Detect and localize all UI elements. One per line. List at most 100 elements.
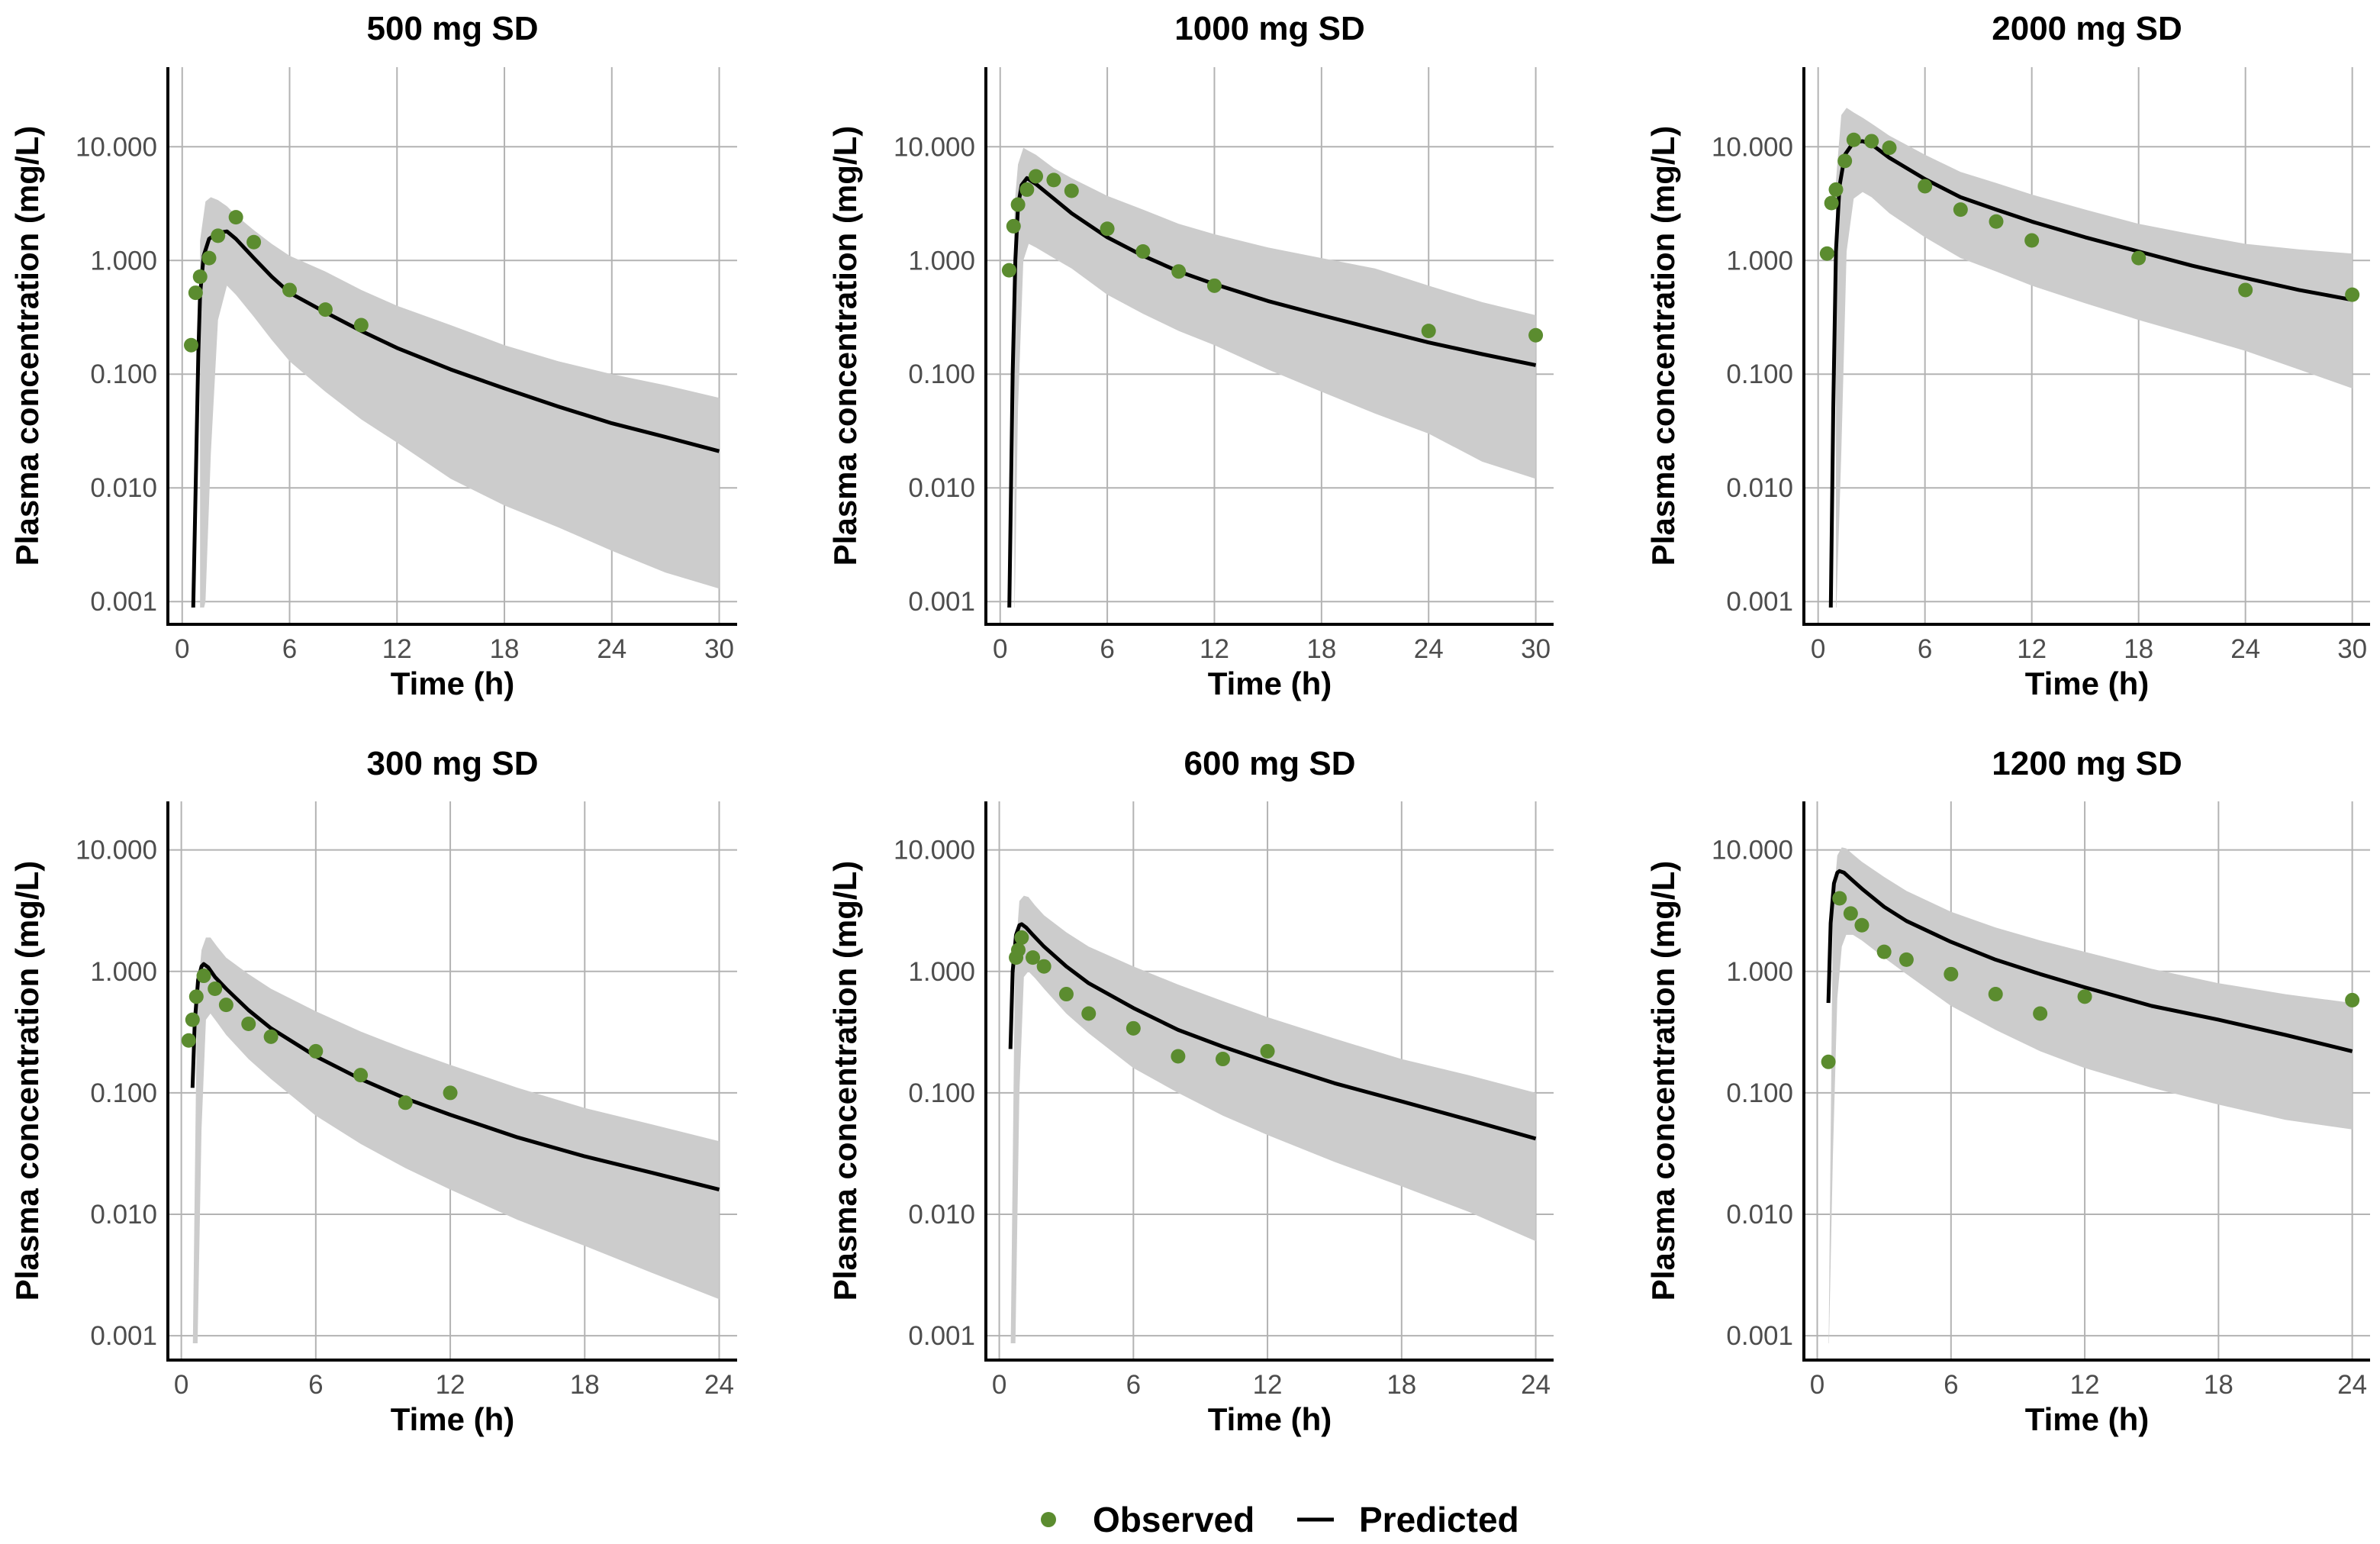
x-axis-title: Time (h) xyxy=(391,1401,515,1437)
x-tick-label: 18 xyxy=(1306,634,1336,664)
observed-point xyxy=(241,1016,256,1031)
observed-point xyxy=(1010,943,1026,958)
gridlines xyxy=(168,801,737,1360)
observed-points xyxy=(183,210,369,353)
y-axis-title: Plasma concentration (mg/L) xyxy=(9,126,45,566)
x-tick-label: 30 xyxy=(2337,634,2367,664)
y-tick-label: 10.000 xyxy=(76,132,157,162)
x-tick-label: 18 xyxy=(2204,1370,2233,1400)
observed-point xyxy=(1828,182,1844,197)
y-tick-label: 0.100 xyxy=(1726,359,1793,389)
y-tick-label: 0.010 xyxy=(1726,473,1793,503)
x-axis-title: Time (h) xyxy=(1208,666,1332,701)
x-tick-label: 12 xyxy=(1253,1370,1283,1400)
x-tick-label: 18 xyxy=(570,1370,600,1400)
y-tick-label: 0.001 xyxy=(908,1321,975,1351)
observed-point xyxy=(1837,153,1853,169)
x-tick-label: 24 xyxy=(597,634,626,664)
x-tick-label: 24 xyxy=(1521,1370,1551,1400)
observed-point xyxy=(353,1068,369,1083)
x-tick-label: 24 xyxy=(1414,634,1444,664)
y-tick-label: 1.000 xyxy=(908,246,975,276)
observed-point xyxy=(1046,172,1061,188)
x-tick-label: 0 xyxy=(992,1370,1006,1400)
observed-point xyxy=(1843,906,1858,921)
x-tick-label: 30 xyxy=(1521,634,1551,664)
x-tick-label: 30 xyxy=(704,634,734,664)
observed-point xyxy=(1100,221,1115,237)
y-tick-label: 0.100 xyxy=(1726,1078,1793,1108)
y-axis-title: Plasma concentration (mg/L) xyxy=(9,861,45,1301)
predicted-line xyxy=(1008,922,1537,1141)
legend-predicted-label: Predicted xyxy=(1359,1500,1519,1539)
observed-point xyxy=(1989,214,2004,229)
x-tick-label: 6 xyxy=(282,634,297,664)
y-axis-title: Plasma concentration (mg/L) xyxy=(827,861,863,1301)
prediction-interval-band xyxy=(1010,895,1536,1343)
x-axis-title: Time (h) xyxy=(391,666,515,701)
observed-point xyxy=(201,250,217,266)
panel-1: 500 mg SD 10.000 1.000 0.100 0.010 0.001 0 6 12 1… xyxy=(9,10,737,701)
observed-point xyxy=(1953,202,1968,218)
panel-4: 300 mg SD 10.000 1.000 0.100 0.010 0.001 0 6 12 1… xyxy=(9,745,737,1437)
panel-title: 300 mg SD xyxy=(367,745,539,782)
observed-point xyxy=(1988,987,2003,1002)
legend: Observed Predicted xyxy=(1041,1500,1519,1539)
prediction-interval-band xyxy=(1828,847,2353,1343)
observed-point xyxy=(353,318,369,333)
observed-point xyxy=(246,234,262,250)
y-tick-label: 0.001 xyxy=(1726,1321,1793,1351)
observed-point xyxy=(228,210,243,225)
prediction-interval-band xyxy=(192,937,720,1343)
observed-point xyxy=(1006,218,1021,234)
y-axis-title: Plasma concentration (mg/L) xyxy=(1645,861,1681,1301)
y-tick-label: 0.010 xyxy=(908,473,975,503)
observed-point xyxy=(1832,891,1847,906)
panel-title: 1000 mg SD xyxy=(1174,10,1364,47)
y-tick-label: 10.000 xyxy=(1712,836,1793,865)
observed-point xyxy=(188,989,204,1004)
observed-point xyxy=(317,302,333,318)
observed-point xyxy=(2033,1006,2048,1021)
y-tick-label: 0.001 xyxy=(908,587,975,617)
y-tick-label: 10.000 xyxy=(76,836,157,865)
x-tick-label: 0 xyxy=(1810,1370,1824,1400)
y-tick-label: 10.000 xyxy=(1712,132,1793,162)
observed-points xyxy=(1001,169,1544,343)
observed-point xyxy=(211,228,226,243)
observed-point xyxy=(1036,959,1052,974)
x-tick-label: 24 xyxy=(2230,634,2260,664)
observed-point xyxy=(1081,1006,1097,1021)
y-tick-label: 1.000 xyxy=(908,957,975,987)
y-tick-label: 1.000 xyxy=(90,246,157,276)
observed-point xyxy=(1029,169,1044,184)
y-tick-label: 0.100 xyxy=(908,359,975,389)
observed-point xyxy=(2345,992,2360,1007)
observed-point xyxy=(2077,989,2092,1004)
y-tick-label: 0.010 xyxy=(1726,1200,1793,1230)
panel-2: 1000 mg SD 10.000 1.000 0.100 0.010 0.001 0 6 12… xyxy=(827,10,1554,701)
observed-point xyxy=(1882,140,1897,156)
x-tick-label: 0 xyxy=(175,634,189,664)
observed-point xyxy=(1126,1020,1141,1036)
x-tick-label: 12 xyxy=(1200,634,1229,664)
predicted-line xyxy=(1826,869,2353,1053)
y-tick-label: 0.001 xyxy=(90,1321,157,1351)
panel-5: 600 mg SD 10.000 1.000 0.100 0.010 0.001 0 6 12 1… xyxy=(827,745,1554,1437)
observed-point xyxy=(1064,183,1079,198)
predicted-line xyxy=(190,962,720,1192)
x-tick-label: 18 xyxy=(2124,634,2153,664)
y-tick-label: 1.000 xyxy=(1726,957,1793,987)
observed-point xyxy=(1821,1054,1836,1069)
observed-point xyxy=(2345,287,2360,302)
observed-point xyxy=(1171,1049,1186,1064)
y-axis-title: Plasma concentration (mg/L) xyxy=(1645,126,1681,566)
y-tick-label: 0.100 xyxy=(908,1078,975,1108)
observed-point xyxy=(218,998,233,1013)
observed-point xyxy=(1824,195,1839,211)
observed-point xyxy=(1058,987,1074,1002)
x-tick-label: 6 xyxy=(308,1370,323,1400)
observed-point xyxy=(1918,179,1933,194)
